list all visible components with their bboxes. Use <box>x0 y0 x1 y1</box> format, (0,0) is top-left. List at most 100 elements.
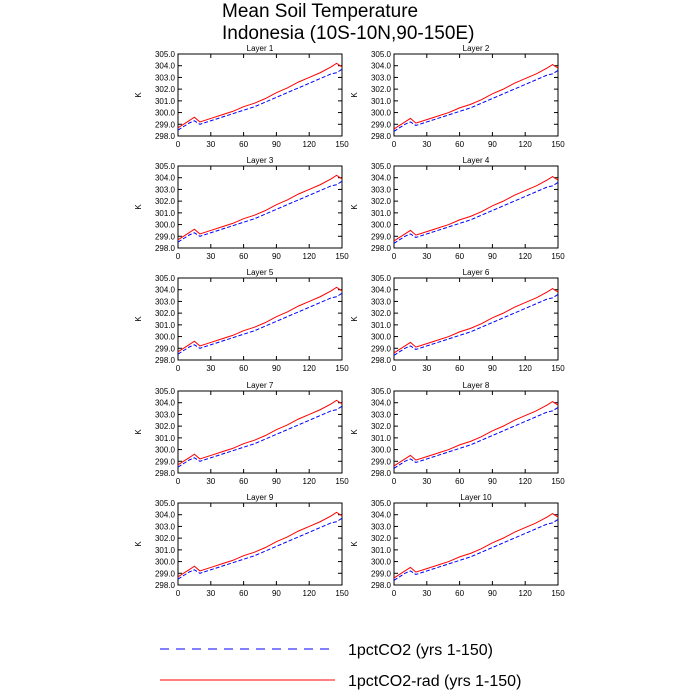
y-tick-label-layer-1-304: 304.0 <box>155 62 176 71</box>
y-tick-label-layer-9-299: 299.0 <box>155 569 176 578</box>
panel-layer-4: Layer 4 0 30 60 90 120 150 298.0 299.0 300.0 301.0… <box>350 156 565 261</box>
y-tick-label-layer-7-302: 302.0 <box>155 422 176 431</box>
panel-title-layer-8: Layer 8 <box>463 381 490 390</box>
series-line-layer-2-1pctco2 <box>393 69 559 132</box>
y-axis-label-layer-6: K <box>350 316 359 322</box>
x-tick-label-layer-6-30: 30 <box>422 364 431 373</box>
series-line-layer-10-1pctco2-rad <box>393 512 559 579</box>
y-tick-label-layer-3-302: 302.0 <box>155 197 176 206</box>
x-tick-label-layer-6-90: 90 <box>488 364 497 373</box>
y-tick-label-layer-1-302: 302.0 <box>155 85 176 94</box>
y-tick-label-layer-1-298: 298.0 <box>155 132 176 141</box>
legend: 1pctCO2 (yrs 1-150) 1pctCO2-rad (yrs 1-1… <box>160 642 521 690</box>
y-tick-label-layer-6-304: 304.0 <box>371 286 392 295</box>
y-tick-label-layer-5-299: 299.0 <box>155 344 176 353</box>
y-tick-label-layer-7-305: 305.0 <box>155 387 176 396</box>
panel-layer-7: Layer 7 0 30 60 90 120 150 298.0 299.0 300.0 301.0… <box>134 381 349 486</box>
y-tick-label-layer-9-305: 305.0 <box>155 499 176 508</box>
panel-layer-3: Layer 3 0 30 60 90 120 150 298.0 299.0 300.0 301.0… <box>134 156 349 261</box>
x-tick-label-layer-6-60: 60 <box>455 364 464 373</box>
x-tick-label-layer-8-90: 90 <box>488 477 497 486</box>
panel-layer-10: Layer 10 0 30 60 90 120 150 298.0 299.0 300.0 301.… <box>350 493 565 598</box>
y-tick-label-layer-10-303: 303.0 <box>371 522 392 531</box>
y-tick-label-layer-4-304: 304.0 <box>371 174 392 183</box>
x-tick-label-layer-3-120: 120 <box>303 252 317 261</box>
y-tick-label-layer-2-302: 302.0 <box>371 85 392 94</box>
y-tick-label-layer-8-298: 298.0 <box>371 469 392 478</box>
y-tick-label-layer-9-304: 304.0 <box>155 511 176 520</box>
panel-title-layer-9: Layer 9 <box>247 493 274 502</box>
y-axis-label-layer-10: K <box>350 541 359 547</box>
y-tick-label-layer-3-304: 304.0 <box>155 174 176 183</box>
series-line-layer-3-1pctco2-rad <box>177 174 343 241</box>
x-tick-label-layer-4-0: 0 <box>392 252 397 261</box>
plot-frame-layer-1 <box>177 53 343 137</box>
x-tick-label-layer-5-60: 60 <box>239 364 248 373</box>
x-tick-label-layer-10-30: 30 <box>422 589 431 598</box>
x-tick-label-layer-10-90: 90 <box>488 589 497 598</box>
plot-frame-layer-3 <box>177 165 343 249</box>
y-tick-label-layer-10-300: 300.0 <box>371 558 392 567</box>
series-line-layer-7-1pctco2 <box>177 405 343 468</box>
series-line-layer-8-1pctco2 <box>393 406 559 469</box>
panel-layer-8: Layer 8 0 30 60 90 120 150 298.0 299.0 300.0 301.0… <box>350 381 565 486</box>
y-tick-label-layer-3-300: 300.0 <box>155 221 176 230</box>
x-tick-label-layer-4-60: 60 <box>455 252 464 261</box>
x-tick-label-layer-10-60: 60 <box>455 589 464 598</box>
x-tick-label-layer-10-120: 120 <box>519 589 533 598</box>
panel-title-layer-1: Layer 1 <box>247 44 274 53</box>
y-tick-label-layer-4-302: 302.0 <box>371 197 392 206</box>
x-tick-label-layer-5-0: 0 <box>176 364 181 373</box>
y-tick-label-layer-6-303: 303.0 <box>371 297 392 306</box>
y-tick-label-layer-7-304: 304.0 <box>155 399 176 408</box>
series-line-layer-9-1pctco2-rad <box>177 511 343 578</box>
y-tick-label-layer-2-305: 305.0 <box>371 50 392 59</box>
x-tick-label-layer-3-60: 60 <box>239 252 248 261</box>
y-tick-label-layer-5-300: 300.0 <box>155 333 176 342</box>
y-tick-label-layer-7-301: 301.0 <box>155 434 176 443</box>
plot-frame-layer-8 <box>393 390 559 474</box>
x-tick-label-layer-10-0: 0 <box>392 589 397 598</box>
y-tick-label-layer-3-301: 301.0 <box>155 209 176 218</box>
y-tick-label-layer-10-305: 305.0 <box>371 499 392 508</box>
x-tick-label-layer-1-0: 0 <box>176 140 181 149</box>
y-axis-label-layer-5: K <box>134 316 143 322</box>
panel-layer-2: Layer 2 0 30 60 90 120 150 298.0 299.0 300.0 301.0… <box>350 44 565 149</box>
x-tick-label-layer-2-30: 30 <box>422 140 431 149</box>
series-line-layer-2-1pctco2-rad <box>393 63 559 130</box>
x-tick-label-layer-7-90: 90 <box>272 477 281 486</box>
y-tick-label-layer-5-305: 305.0 <box>155 274 176 283</box>
y-tick-label-layer-9-301: 301.0 <box>155 546 176 555</box>
y-tick-label-layer-4-298: 298.0 <box>371 244 392 253</box>
y-tick-label-layer-4-300: 300.0 <box>371 221 392 230</box>
y-tick-label-layer-8-303: 303.0 <box>371 410 392 419</box>
y-tick-label-layer-6-301: 301.0 <box>371 321 392 330</box>
y-tick-label-layer-8-300: 300.0 <box>371 446 392 455</box>
panel-layer-5: Layer 5 0 30 60 90 120 150 298.0 299.0 300.0 301.0… <box>134 268 349 373</box>
y-tick-label-layer-1-305: 305.0 <box>155 50 176 59</box>
y-tick-label-layer-2-300: 300.0 <box>371 109 392 118</box>
panel-title-layer-4: Layer 4 <box>463 156 490 165</box>
y-tick-label-layer-6-299: 299.0 <box>371 344 392 353</box>
y-tick-label-layer-7-303: 303.0 <box>155 410 176 419</box>
x-tick-label-layer-4-150: 150 <box>551 252 565 261</box>
y-tick-label-layer-10-299: 299.0 <box>371 569 392 578</box>
x-tick-label-layer-1-90: 90 <box>272 140 281 149</box>
x-tick-label-layer-9-120: 120 <box>303 589 317 598</box>
series-line-layer-5-1pctco2 <box>177 292 343 355</box>
y-tick-label-layer-3-303: 303.0 <box>155 185 176 194</box>
x-tick-label-layer-8-0: 0 <box>392 477 397 486</box>
x-tick-label-layer-5-120: 120 <box>303 364 317 373</box>
y-tick-label-layer-7-300: 300.0 <box>155 446 176 455</box>
y-tick-label-layer-1-299: 299.0 <box>155 120 176 129</box>
x-tick-label-layer-9-30: 30 <box>206 589 215 598</box>
plot-frame-layer-5 <box>177 277 343 361</box>
y-tick-label-layer-6-300: 300.0 <box>371 333 392 342</box>
y-axis-label-layer-2: K <box>350 92 359 98</box>
y-tick-label-layer-3-299: 299.0 <box>155 232 176 241</box>
series-line-layer-9-1pctco2 <box>177 517 343 580</box>
series-line-layer-6-1pctco2 <box>393 293 559 356</box>
y-tick-label-layer-2-301: 301.0 <box>371 97 392 106</box>
x-tick-label-layer-5-30: 30 <box>206 364 215 373</box>
x-tick-label-layer-2-150: 150 <box>551 140 565 149</box>
